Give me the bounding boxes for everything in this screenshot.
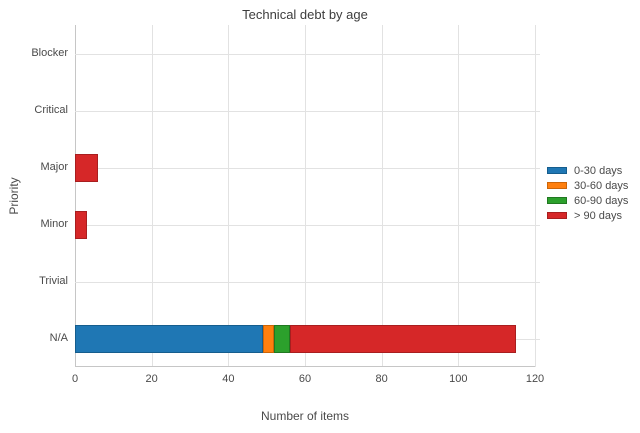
legend-label: 0-30 days (574, 164, 623, 177)
y-category-label: Major (40, 161, 68, 173)
legend-swatch (547, 167, 567, 174)
y-axis-title: Priority (7, 177, 21, 215)
bar-segment (274, 325, 290, 353)
chart-title: Technical debt by age (242, 7, 368, 22)
gridline-y (75, 168, 540, 169)
legend-swatch (547, 212, 567, 219)
legend-swatch (547, 197, 567, 204)
x-tick-label: 40 (222, 373, 235, 385)
legend-item: 60-90 days (547, 193, 628, 208)
x-tick-label: 80 (375, 373, 388, 385)
y-category-label: N/A (49, 332, 68, 344)
gridline-x (75, 25, 76, 367)
legend-swatch (547, 182, 567, 189)
y-category-label: Critical (34, 104, 68, 116)
gridline-x (151, 25, 153, 367)
legend-item: 30-60 days (547, 178, 628, 193)
legend-item: > 90 days (547, 208, 628, 223)
bar-segment (75, 325, 263, 353)
x-tick-label: 60 (298, 373, 312, 385)
bar-segment (75, 154, 98, 182)
x-tick-label: 20 (145, 373, 158, 385)
legend: 0-30 days 30-60 days 60-90 days > 90 days (547, 163, 628, 223)
y-category-label: Minor (40, 218, 68, 230)
x-tick-label: 120 (525, 373, 545, 385)
x-axis-title: Number of items (260, 409, 350, 423)
legend-label: 60-90 days (574, 194, 629, 207)
gridline-y (75, 111, 540, 112)
x-axis-line (75, 366, 535, 367)
y-category-label: Blocker (31, 47, 68, 59)
bar-segment (75, 211, 87, 239)
gridline-x (535, 25, 536, 367)
x-tick-label: 100 (449, 373, 468, 385)
gridline-y (75, 225, 540, 226)
gridline-y (75, 54, 540, 55)
y-category-label: Trivial (39, 275, 68, 287)
gridline-x (305, 25, 306, 367)
gridline-x (228, 25, 230, 367)
legend-label: 30-60 days (574, 179, 629, 192)
bar-segment (262, 325, 275, 353)
x-tick-label: 0 (71, 373, 79, 385)
gridline-y (75, 282, 540, 283)
bar-segment (289, 325, 516, 353)
legend-item: 0-30 days (547, 163, 628, 178)
gridline-x (458, 25, 460, 367)
plot-area (75, 25, 540, 367)
gridline-x (381, 25, 383, 367)
legend-label: > 90 days (574, 209, 623, 222)
